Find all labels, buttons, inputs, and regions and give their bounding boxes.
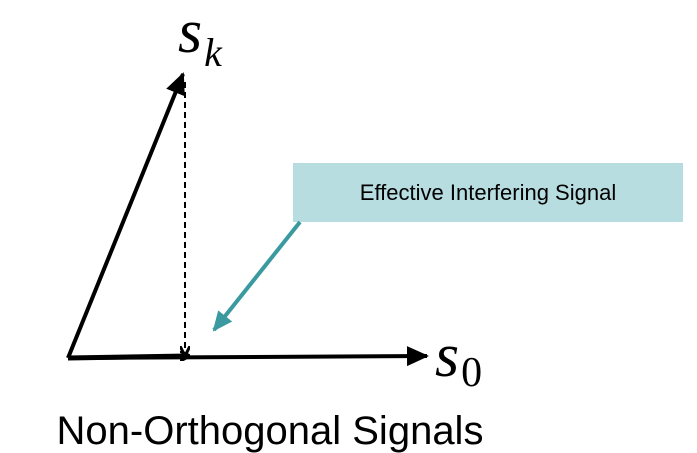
callout-label: Effective Interfering Signal xyxy=(360,180,616,205)
vector-label: sk xyxy=(178,0,223,75)
callout-box xyxy=(293,163,683,222)
projection-arrow xyxy=(67,356,188,358)
caption: Non-Orthogonal Signals xyxy=(57,409,484,453)
symbol: s xyxy=(178,0,202,66)
vector-label: s0 xyxy=(435,322,482,396)
callout-arrow xyxy=(212,220,302,332)
subscript: k xyxy=(204,30,223,75)
subscript: 0 xyxy=(461,350,482,396)
vector-sk xyxy=(66,72,185,359)
symbol: s xyxy=(435,322,459,390)
